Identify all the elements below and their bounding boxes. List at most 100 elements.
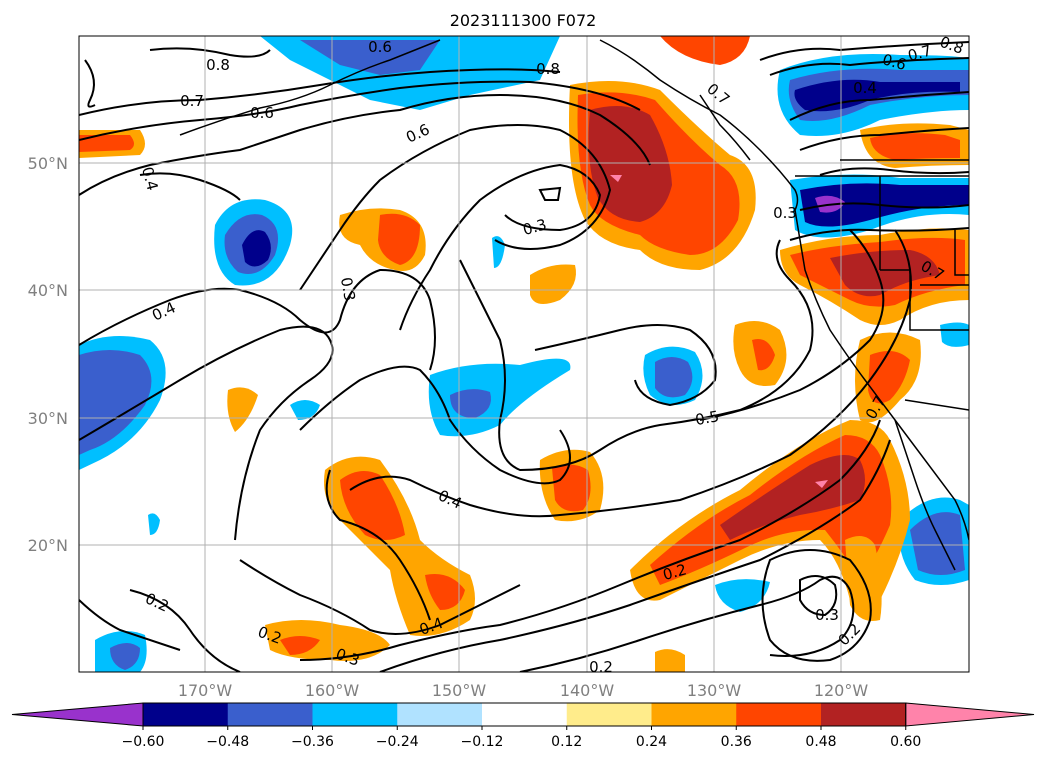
- colorbar-tick-label: −0.48: [206, 734, 249, 750]
- contour-line: [239, 559, 521, 635]
- contour-line: [79, 68, 561, 116]
- colorbar-tick-label: 0.36: [721, 734, 752, 750]
- pos-region-small-east: [530, 264, 576, 304]
- contour-line: [799, 575, 838, 617]
- contour-label: 0.2: [589, 658, 613, 676]
- contour-label: 0.3: [337, 276, 359, 303]
- contour-lines: [79, 41, 969, 672]
- neg-region-central: [428, 358, 571, 437]
- contour-line: [79, 80, 641, 141]
- contour-label: 0.5: [694, 407, 721, 429]
- neg-region-small-1: [290, 400, 320, 420]
- pos-region-mid-east-core: [752, 339, 775, 371]
- border-mexico: [904, 399, 969, 411]
- contour-line: [399, 163, 602, 331]
- coastline-alaska-panhandle: [599, 39, 799, 211]
- contour-line: [299, 365, 571, 485]
- graticule: [79, 36, 969, 672]
- contour-line: [379, 439, 891, 672]
- contour-line: [538, 186, 562, 201]
- lon-label: 120°W: [814, 681, 869, 700]
- contour-line: [769, 57, 969, 76]
- contour-line: [349, 229, 912, 518]
- coastline-bc-islands: [699, 94, 751, 161]
- coastline-us-west: [794, 209, 969, 541]
- pos-region-east-north-core: [870, 133, 960, 160]
- pos-region-nw-west-core: [79, 135, 134, 152]
- contour-label: 0.3: [521, 215, 549, 239]
- pos-region-coast-strip-core: [868, 351, 910, 404]
- lat-label: 40°N: [28, 281, 68, 300]
- colorbar-tick-label: −0.12: [461, 734, 504, 750]
- negative-anomaly-fill: [79, 36, 969, 672]
- colorbar-tick-label: 0.60: [890, 734, 921, 750]
- contour-line: [519, 575, 855, 672]
- contour-line: [789, 227, 969, 241]
- lon-label: 150°W: [432, 681, 487, 700]
- colorbar-swatch: [482, 703, 568, 726]
- pos-region-west-south-core-2: [425, 574, 465, 610]
- coastline-alaska: [179, 39, 441, 136]
- contour-label: 0.4: [853, 79, 877, 97]
- contour-label: 0.6: [368, 38, 392, 56]
- neg-region-sw-core: [110, 643, 140, 670]
- pos-region-south-small: [655, 649, 685, 672]
- lat-label: 30°N: [28, 409, 68, 428]
- pos-region-west-south-core: [340, 471, 405, 540]
- colorbar-tick-label: 0.24: [636, 734, 667, 750]
- contour-label: 0.3: [815, 606, 839, 624]
- contour-line: [79, 325, 334, 541]
- neg-region-central-core: [450, 389, 491, 418]
- colorbar-swatch: [312, 703, 398, 726]
- neg-region-nw-dark: [242, 230, 271, 267]
- contour-line: [299, 124, 612, 291]
- pos-region-central-south-core: [552, 464, 591, 512]
- contour-label: 0.7: [180, 92, 204, 110]
- colorbar-tick-label: 0.12: [551, 734, 582, 750]
- lat-label: 50°N: [28, 154, 68, 173]
- latitude-labels: 50°N 40°N 30°N 20°N: [28, 154, 68, 555]
- pos-region-west-small: [227, 387, 258, 432]
- contour-label: 0.3: [773, 204, 797, 222]
- contour-line: [79, 93, 651, 196]
- coastline-baja: [894, 419, 956, 571]
- longitude-labels: 170°W 160°W 150°W 140°W 130°W 120°W: [178, 681, 869, 700]
- map-title: 2023111300 F072: [450, 11, 597, 30]
- contour-line: [819, 167, 969, 176]
- contour-line: [759, 41, 969, 61]
- pos-region-ne-pacific-peak: [610, 175, 622, 182]
- colorbar-extend-max: [905, 702, 1035, 727]
- positive-anomaly-fill: [79, 36, 969, 672]
- colorbar: −0.60 −0.48 −0.36 −0.24 −0.12 0.12 0.24 0.36 0.4…: [11, 702, 1035, 750]
- pos-region-east-coast-core: [830, 250, 940, 297]
- colorbar-tick-label: 0.48: [805, 734, 836, 750]
- contour-label: 0.2: [661, 560, 689, 584]
- lon-label: 170°W: [178, 681, 233, 700]
- colorbar-tick-label: −0.36: [291, 734, 334, 750]
- neg-region-north-top-core: [300, 40, 440, 75]
- colorbar-swatch: [566, 703, 652, 726]
- contour-label: 0.6: [250, 104, 274, 122]
- colorbar-tick-label: −0.24: [376, 734, 419, 750]
- lon-label: 140°W: [560, 681, 615, 700]
- border-state-2: [880, 269, 969, 331]
- contour-line: [325, 469, 431, 621]
- contour-label: 0.8: [206, 56, 230, 74]
- neg-region-small-2: [148, 513, 160, 535]
- colorbar-swatch: [227, 703, 313, 726]
- contour-line: [79, 599, 181, 651]
- pos-region-top: [660, 36, 750, 65]
- contour-label: 0.4: [138, 165, 162, 193]
- border-state-4: [954, 230, 969, 276]
- contour-line: [534, 324, 717, 407]
- contour-label: 0.7: [906, 41, 934, 65]
- colorbar-swatch: [821, 703, 907, 726]
- colorbar-swatch: [143, 703, 229, 726]
- contour-line: [79, 268, 436, 371]
- contour-line: [699, 229, 885, 421]
- neg-region-mid-east-core: [655, 357, 693, 398]
- contour-line: [84, 59, 96, 108]
- coastlines: [179, 39, 969, 571]
- lon-label: 160°W: [305, 681, 360, 700]
